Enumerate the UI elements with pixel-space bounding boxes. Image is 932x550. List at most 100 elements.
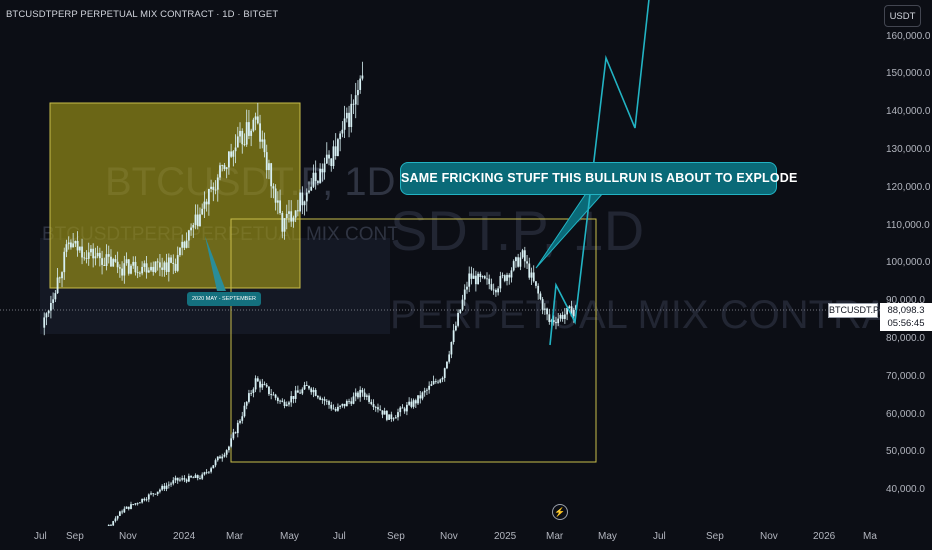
candle-body (70, 242, 72, 248)
time-axis[interactable]: Jul Sep Nov 2024 Mar May Jul Sep Nov 2025 Mar May Ju… (0, 526, 880, 550)
candle-body (190, 475, 192, 478)
chart-canvas[interactable]: BTCUSDT.P, 1D BTCUSDTPERP PERPETUAL MIX … (0, 0, 880, 526)
candle-body (96, 252, 99, 257)
candle-body (281, 212, 284, 232)
candle-body (446, 361, 448, 369)
candle-body (243, 405, 246, 417)
candle-body (566, 307, 568, 315)
candle-body (330, 158, 333, 167)
price-tick-label: 160,000.0 (886, 31, 931, 42)
candle-body (116, 261, 119, 268)
candle-body (123, 508, 126, 513)
candle-body (98, 252, 101, 259)
candle-body (203, 201, 206, 209)
candle-body (181, 241, 184, 248)
candle-body (125, 259, 128, 264)
candle-body (172, 480, 175, 484)
currency-button[interactable]: USDT (884, 5, 921, 27)
candle-body (199, 478, 201, 479)
candle-body (125, 506, 128, 509)
candle-body (63, 251, 66, 273)
candle-body (319, 397, 322, 400)
price-axis[interactable]: 160,000.0 150,000.0 140,000.0 130,000.0 120,… (880, 0, 932, 526)
time-tick-label: May (280, 531, 299, 542)
candle-body (410, 401, 413, 407)
candle-body (279, 400, 281, 402)
price-tick-label: 90,000.0 (886, 295, 925, 306)
candle-body (118, 511, 121, 516)
candle-body (281, 400, 284, 402)
candle-body (325, 154, 328, 164)
candle-body (263, 383, 266, 385)
callout-text[interactable]: SAME FRICKING STUFF THIS BULLRUN IS ABOU… (400, 162, 797, 195)
time-tick-label: 2024 (173, 531, 196, 542)
comparison-box-frame[interactable] (230, 218, 597, 463)
candle-body (223, 454, 226, 457)
candle-body (152, 266, 155, 272)
candle-body (272, 394, 275, 396)
candle-body (101, 258, 103, 265)
candle-body (268, 386, 270, 395)
candle-body (194, 214, 197, 225)
candle-body (214, 189, 217, 191)
candle-body (161, 267, 164, 270)
candle-body (426, 389, 428, 391)
candle-body (543, 308, 546, 310)
time-tick-label: Sep (387, 531, 405, 542)
candle-body (228, 446, 230, 451)
candle-body (58, 277, 61, 279)
candle-body (85, 258, 88, 259)
time-tick-label: Mar (546, 531, 564, 542)
candle-body (134, 503, 137, 505)
candle-body (437, 381, 439, 383)
time-tick-label: Nov (440, 531, 458, 542)
candle-body (292, 217, 295, 222)
candle-body (259, 381, 261, 388)
candle-body (156, 491, 159, 495)
time-tick-label: Ma (863, 531, 877, 542)
candle-body (201, 208, 204, 215)
candle-body (559, 314, 562, 319)
candle-body (141, 266, 144, 274)
candle-body (230, 438, 233, 447)
candle-body (301, 389, 304, 394)
candle-body (254, 116, 257, 120)
candle-body (248, 122, 250, 136)
candle-body (408, 401, 411, 405)
candle-body (361, 75, 364, 79)
candle-body (561, 314, 564, 319)
candle-body (196, 475, 199, 479)
yellow-box-label[interactable]: 2020 MAY - SEPTEMBER (187, 292, 261, 306)
candle-body (535, 281, 537, 286)
candle-body (121, 511, 123, 513)
price-tick-label: 60,000.0 (886, 409, 925, 420)
candle-body (127, 259, 130, 274)
candle-body (385, 410, 388, 420)
price-tick-label: 150,000.0 (886, 68, 931, 79)
candle-body (179, 247, 181, 256)
candle-body (179, 479, 181, 481)
candle-body (196, 214, 199, 227)
candle-body (323, 163, 326, 173)
candle-body (537, 285, 540, 294)
candle-body (354, 95, 357, 105)
candle-body (503, 275, 506, 281)
time-tick-label: Jul (34, 531, 47, 542)
lightning-icon[interactable]: ⚡ (552, 504, 568, 520)
candle-body (519, 257, 522, 267)
candle-body (555, 322, 557, 324)
candle-body (348, 112, 350, 127)
candle-body (150, 266, 152, 271)
candle-body (250, 130, 253, 136)
candle-body (323, 399, 326, 401)
candle-body (285, 213, 288, 219)
chart-area[interactable]: BTCUSDT.P, 1D BTCUSDTPERP PERPETUAL MIX … (0, 0, 880, 526)
candle-body (252, 389, 255, 393)
candle-body (381, 410, 384, 415)
candle-body (332, 146, 335, 167)
symbol-title[interactable]: BTCUSDTPERP PERPETUAL MIX CONTRACT · 1D … (6, 9, 279, 20)
candle-body (121, 268, 123, 276)
candle-body (190, 227, 192, 231)
candle-body (474, 275, 477, 285)
candle-body (548, 314, 551, 322)
